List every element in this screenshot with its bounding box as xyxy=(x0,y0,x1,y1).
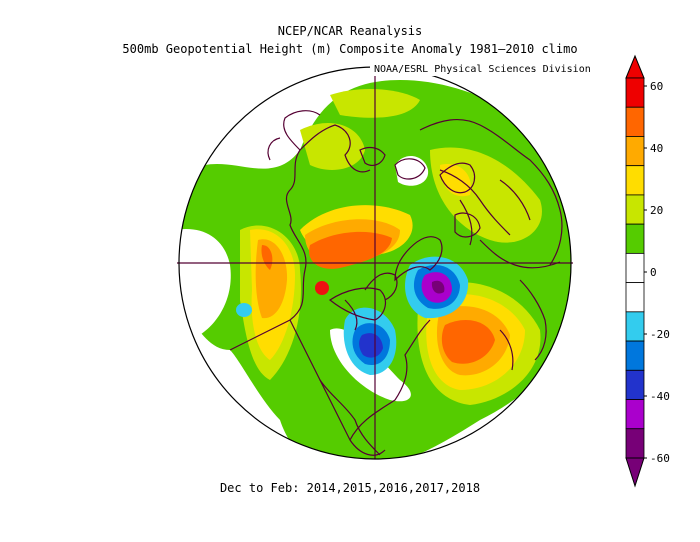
colorbar: 60 40 20 0 -20 -40 -60 xyxy=(625,54,670,488)
colorbar-bottom-arrow xyxy=(625,457,645,488)
colorbar-tick-label: -60 xyxy=(650,452,670,465)
colorbar-swatch xyxy=(625,282,645,313)
colorbar-tick-label: 0 xyxy=(650,266,657,279)
coastlines xyxy=(229,110,563,456)
colorbar-swatch xyxy=(625,106,645,137)
colorbar-tick-label: 60 xyxy=(650,80,663,93)
colorbar-tick-label: 40 xyxy=(650,142,663,155)
colorbar-swatch xyxy=(625,311,645,342)
colorbar-swatch xyxy=(625,165,645,196)
colorbar-tick-label: 20 xyxy=(650,204,663,217)
colorbar-tick-label: -40 xyxy=(650,390,670,403)
colorbar-swatch xyxy=(625,340,645,371)
colorbar-swatch xyxy=(625,252,645,284)
map-grid xyxy=(177,67,573,459)
colorbar-top-arrow xyxy=(625,54,645,79)
colorbar-swatch xyxy=(625,369,645,400)
credit-label: NOAA/ESRL Physical Sciences Division xyxy=(370,63,595,76)
colorbar-swatch xyxy=(625,77,645,108)
colorbar-swatch xyxy=(625,136,645,167)
anomaly-field xyxy=(179,67,571,459)
colorbar-swatch xyxy=(625,223,645,254)
colorbar-swatch xyxy=(625,428,645,459)
colorbar-swatch xyxy=(625,399,645,430)
footer-date-range: Dec to Feb: 2014,2015,2016,2017,2018 xyxy=(219,481,481,495)
title-line-2: 500mb Geopotential Height (m) Composite … xyxy=(122,42,578,56)
colorbar-swatch xyxy=(625,194,645,225)
title-line-1: NCEP/NCAR Reanalysis xyxy=(277,24,423,38)
colorbar-tick-label: -20 xyxy=(650,328,670,341)
